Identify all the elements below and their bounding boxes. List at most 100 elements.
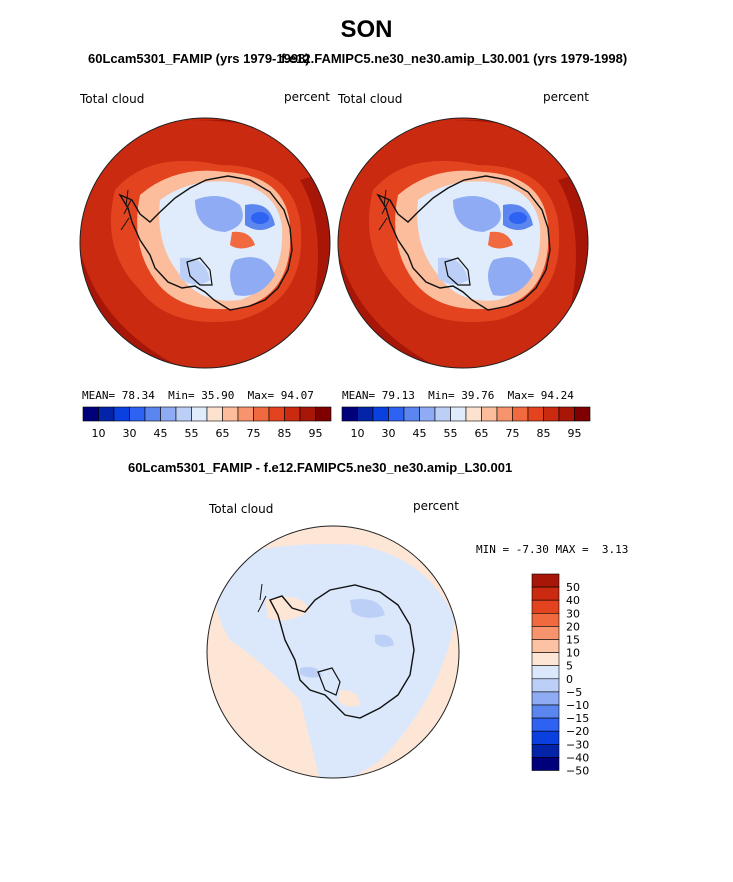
panel1-colorbar: 10 30 45 55 65 75 85 95 bbox=[82, 406, 332, 440]
colorbar-swatch bbox=[531, 652, 560, 666]
difference-variable-label: Total cloud bbox=[209, 502, 274, 516]
panel2-stats: MEAN= 79.13 Min= 39.76 Max= 94.24 bbox=[342, 389, 574, 402]
cloud-high-spot bbox=[488, 231, 513, 249]
low-cloud-patch-1 bbox=[453, 196, 501, 232]
colorbar-tick-label: 10 bbox=[92, 427, 106, 440]
colorbar-swatch bbox=[191, 406, 208, 422]
colorbar-swatch bbox=[419, 406, 436, 422]
low-cloud-minimum bbox=[509, 212, 527, 224]
colorbar-swatch bbox=[496, 406, 513, 422]
colorbar-swatch bbox=[574, 406, 591, 422]
colorbar-swatch bbox=[531, 639, 560, 653]
colorbar-tick-label: 55 bbox=[444, 427, 458, 440]
colorbar-swatch bbox=[98, 406, 115, 422]
panel1-stats: MEAN= 78.34 Min= 35.90 Max= 94.07 bbox=[82, 389, 314, 402]
colorbar-tick-label: 30 bbox=[382, 427, 396, 440]
peninsula-islands bbox=[257, 583, 267, 613]
colorbar-swatch bbox=[531, 691, 560, 706]
colorbar-swatch bbox=[268, 406, 285, 422]
colorbar-tick-label: −5 bbox=[566, 686, 582, 699]
difference-minmax: MIN = -7.30 MAX = 3.13 bbox=[476, 543, 629, 556]
colorbar-swatch bbox=[558, 406, 575, 422]
colorbar-swatch bbox=[531, 665, 560, 680]
colorbar-tick-label: 75 bbox=[506, 427, 520, 440]
colorbar-swatch bbox=[299, 406, 316, 422]
negative-diff-patch-2 bbox=[375, 634, 394, 647]
colorbar-swatch bbox=[527, 406, 544, 422]
panel1-title: 60Lcam5301_FAMIP (yrs 1979-1998) bbox=[88, 51, 310, 66]
colorbar-swatch bbox=[531, 626, 560, 640]
colorbar-tick-label: 95 bbox=[309, 427, 323, 440]
colorbar-tick-label: −30 bbox=[566, 738, 589, 751]
colorbar-swatch bbox=[82, 406, 99, 422]
colorbar-swatch bbox=[450, 406, 467, 422]
colorbar-swatch bbox=[531, 717, 560, 732]
negative-diff-patch-1 bbox=[350, 599, 385, 618]
panel2-variable-label: Total cloud bbox=[338, 92, 403, 106]
colorbar-swatch bbox=[531, 757, 560, 771]
colorbar-swatch bbox=[253, 406, 270, 422]
colorbar-swatch bbox=[531, 678, 560, 693]
map-boundary-circle bbox=[337, 117, 589, 369]
colorbar-swatch bbox=[531, 612, 560, 627]
low-cloud-patch-3 bbox=[230, 257, 275, 296]
colorbar-swatch bbox=[531, 586, 560, 601]
colorbar-swatch bbox=[206, 406, 223, 422]
colorbar-swatch bbox=[543, 406, 560, 422]
panel2-units-label: percent bbox=[543, 90, 589, 104]
colorbar-tick-label: 30 bbox=[566, 607, 580, 620]
colorbar-swatch bbox=[222, 406, 239, 422]
colorbar-tick-label: 10 bbox=[566, 647, 580, 660]
colorbar-swatch bbox=[372, 406, 389, 422]
colorbar-tick-label: 55 bbox=[185, 427, 199, 440]
ross-sea-coastline bbox=[186, 257, 213, 286]
colorbar-tick-label: −20 bbox=[566, 725, 589, 738]
colorbar-swatch bbox=[531, 743, 560, 758]
colorbar-tick-label: 5 bbox=[566, 660, 573, 673]
low-cloud-minimum bbox=[251, 212, 269, 224]
colorbar-swatch bbox=[531, 573, 560, 588]
negative-diff-patch-3 bbox=[300, 667, 322, 678]
colorbar-swatch bbox=[160, 406, 177, 422]
colorbar-swatch bbox=[175, 406, 192, 422]
colorbar-tick-label: 30 bbox=[123, 427, 137, 440]
low-cloud-patch-1 bbox=[195, 196, 243, 232]
antarctica-coastline bbox=[376, 175, 551, 311]
colorbar-swatch bbox=[531, 730, 560, 745]
colorbar-tick-label: 20 bbox=[566, 620, 580, 633]
low-cloud-patch-3 bbox=[488, 257, 533, 296]
cloud-high-spot bbox=[230, 231, 255, 249]
colorbar-tick-label: 75 bbox=[247, 427, 261, 440]
panel2-title: f.e12.FAMIPC5.ne30_ne30.amip_L30.001 (yr… bbox=[281, 51, 628, 66]
colorbar-swatch bbox=[531, 599, 560, 614]
colorbar-tick-label: 0 bbox=[566, 673, 573, 686]
peninsula-islands bbox=[378, 189, 390, 231]
colorbar-tick-label: 50 bbox=[566, 581, 580, 594]
colorbar-tick-label: −40 bbox=[566, 751, 589, 764]
colorbar-tick-label: 10 bbox=[351, 427, 365, 440]
colorbar-tick-label: 40 bbox=[566, 594, 580, 607]
panel1-map bbox=[79, 117, 331, 369]
colorbar-swatch bbox=[465, 406, 482, 422]
colorbar-tick-label: 65 bbox=[475, 427, 489, 440]
difference-map bbox=[206, 525, 460, 779]
colorbar-tick-label: −10 bbox=[566, 699, 589, 712]
colorbar-swatch bbox=[341, 406, 358, 422]
colorbar-tick-label: 85 bbox=[278, 427, 292, 440]
season-title: SON bbox=[340, 16, 393, 43]
colorbar-tick-label: 45 bbox=[413, 427, 427, 440]
colorbar-swatch bbox=[315, 406, 332, 422]
colorbar-swatch bbox=[388, 406, 405, 422]
colorbar-swatch bbox=[237, 406, 254, 422]
colorbar-tick-label: 95 bbox=[568, 427, 582, 440]
colorbar-swatch bbox=[403, 406, 420, 422]
colorbar-tick-label: 65 bbox=[216, 427, 230, 440]
colorbar-swatch bbox=[434, 406, 451, 422]
colorbar-tick-label: −50 bbox=[566, 765, 589, 778]
ross-sea-coastline bbox=[444, 257, 471, 286]
map-boundary-circle bbox=[206, 525, 460, 779]
colorbar-swatch bbox=[512, 406, 529, 422]
map-boundary-circle bbox=[79, 117, 331, 369]
panel2-map bbox=[337, 117, 589, 369]
